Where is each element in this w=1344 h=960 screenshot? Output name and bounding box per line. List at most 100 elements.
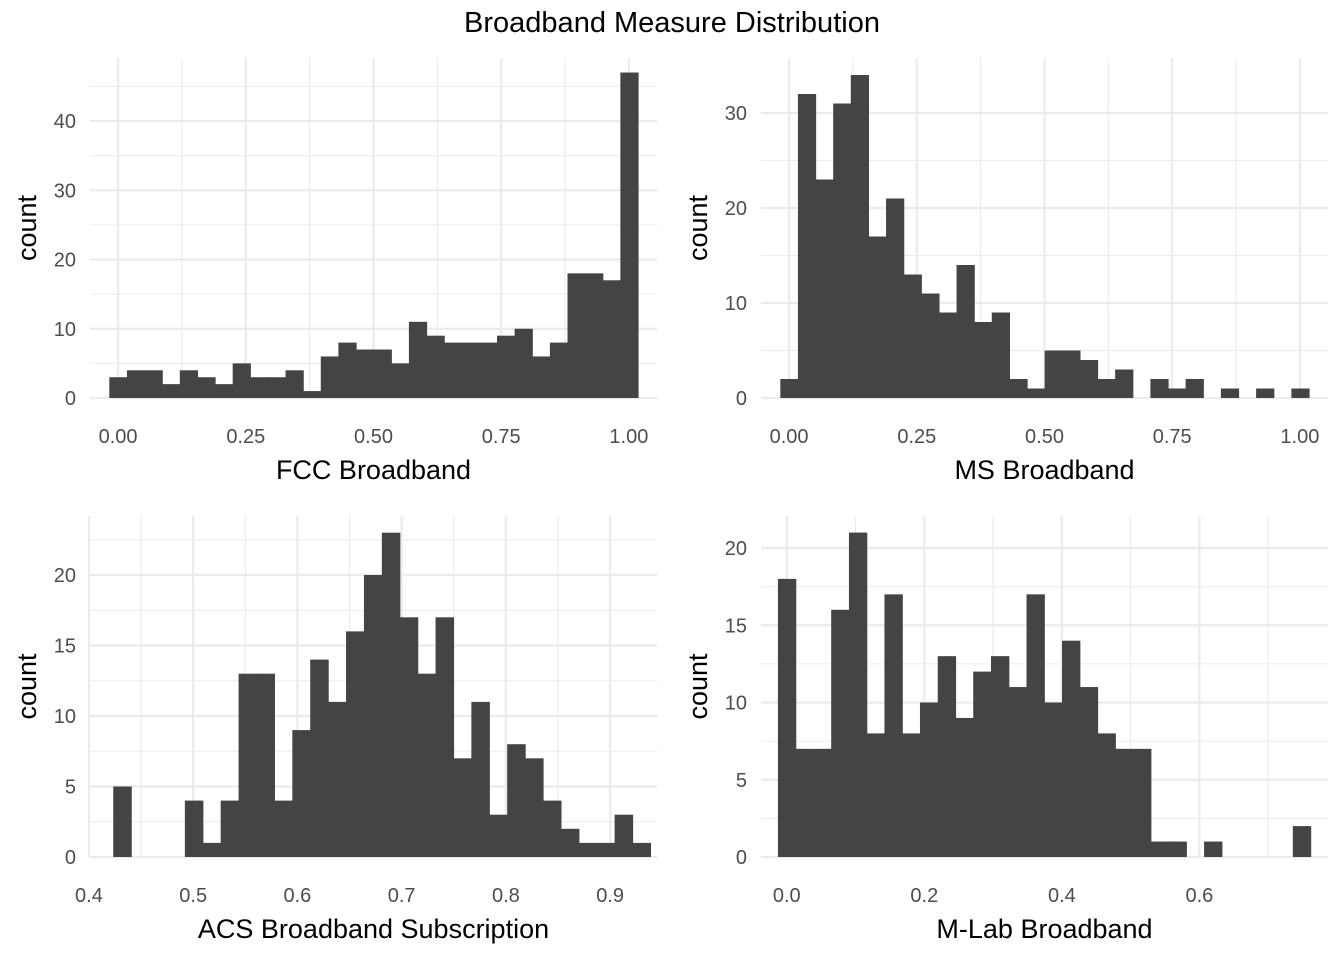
- y-axis-title: count: [683, 653, 713, 720]
- histogram-bar: [1185, 379, 1204, 398]
- y-axis-title: count: [12, 653, 42, 720]
- x-tick-label: 0.00: [99, 426, 138, 448]
- x-tick-label: 0.50: [354, 426, 393, 448]
- mlab-broadband-histogram: 0 5 10 15 20 0.0 0.2 0.4 0.6 M-Lab Broadband co…: [683, 516, 1328, 944]
- y-tick-label: 20: [725, 198, 747, 220]
- histogram-bar: [815, 179, 834, 398]
- histogram-bar: [489, 814, 508, 857]
- histogram-bar: [238, 673, 258, 857]
- fcc-broadband-histogram: 0 10 20 30 40 0.00 0.25 0.50 0.75 1.00 FCC Broad…: [12, 58, 657, 485]
- histogram-bar: [919, 702, 939, 857]
- histogram-bar: [831, 609, 850, 857]
- y-tick-label: 5: [65, 777, 76, 799]
- x-tick-labels: 0.0 0.2 0.4 0.6: [773, 885, 1213, 907]
- histogram-bar: [560, 828, 580, 857]
- histogram-bar: [902, 733, 921, 857]
- histogram-bar: [184, 800, 204, 857]
- histogram-bar: [1115, 748, 1134, 857]
- y-tick-label: 40: [54, 111, 76, 133]
- histogram-bar: [1150, 379, 1169, 398]
- histogram-bar: [514, 328, 533, 398]
- histogram-bar: [620, 72, 639, 399]
- histogram-bar: [991, 312, 1011, 398]
- histogram-bar: [886, 198, 905, 398]
- y-tick-label: 20: [725, 538, 747, 560]
- histogram-bar: [532, 356, 551, 398]
- histogram-bar: [328, 701, 347, 857]
- histogram-bar: [1204, 841, 1223, 857]
- histogram-bar: [292, 730, 311, 857]
- histogram-bar: [1256, 388, 1275, 398]
- histogram-bar: [285, 370, 304, 398]
- y-tick-labels: 0 10 20 30: [725, 103, 747, 410]
- histogram-bar: [813, 748, 832, 857]
- histogram-bar: [777, 578, 797, 857]
- bars: [109, 72, 639, 399]
- histogram-bar: [1115, 369, 1134, 398]
- histogram-bar: [868, 236, 887, 398]
- x-axis-title: M-Lab Broadband: [936, 914, 1152, 944]
- y-tick-label: 10: [725, 693, 747, 715]
- histogram-bar: [391, 363, 410, 398]
- histogram-bar: [113, 786, 132, 857]
- histogram-bar: [144, 370, 163, 398]
- histogram-bar: [1097, 379, 1116, 398]
- x-tick-label: 1.00: [1280, 426, 1319, 448]
- y-tick-label: 10: [54, 706, 76, 728]
- x-tick-label: 0.7: [388, 885, 416, 907]
- histogram-bar: [1009, 379, 1028, 398]
- histogram-bar: [1062, 640, 1081, 857]
- histogram-bar: [338, 342, 357, 398]
- histogram-bar: [850, 75, 870, 398]
- histogram-bar: [780, 379, 799, 398]
- histogram-bar: [833, 103, 852, 398]
- histogram-bar: [453, 758, 472, 857]
- histogram-bar: [346, 631, 365, 857]
- x-tick-label: 0.9: [596, 885, 624, 907]
- y-tick-labels: 0 10 20 30 40: [54, 111, 76, 410]
- y-axis-title: count: [12, 194, 42, 261]
- histogram-bar: [408, 321, 428, 398]
- histogram-bar: [1168, 841, 1187, 857]
- histogram-bar: [866, 733, 886, 857]
- histogram-bar: [1292, 826, 1312, 857]
- histogram-bar: [179, 370, 199, 398]
- histogram-bar: [795, 748, 815, 857]
- y-tick-label: 15: [725, 615, 747, 637]
- histogram-bar: [220, 800, 240, 857]
- histogram-bar: [1168, 388, 1187, 398]
- histogram-bar: [232, 363, 251, 398]
- histogram-bar: [1220, 388, 1240, 398]
- histogram-bar: [921, 293, 940, 398]
- y-tick-label: 0: [65, 388, 76, 410]
- histogram-bar: [303, 391, 322, 398]
- y-tick-label: 20: [54, 565, 76, 587]
- y-tick-label: 20: [54, 250, 76, 272]
- histogram-bar: [596, 842, 616, 857]
- histogram-bar: [938, 312, 958, 398]
- histogram-bar: [955, 717, 974, 857]
- bars: [113, 532, 652, 857]
- x-tick-label: 0.4: [75, 885, 103, 907]
- histogram-bar: [602, 280, 621, 398]
- histogram-bar: [1133, 748, 1152, 857]
- x-tick-label: 0.0: [773, 885, 801, 907]
- histogram-bar: [1008, 687, 1028, 857]
- histogram-bar: [884, 594, 903, 857]
- histogram-bar: [937, 656, 957, 857]
- y-tick-label: 10: [54, 319, 76, 341]
- x-axis-title: FCC Broadband: [276, 455, 471, 485]
- histogram-bar: [109, 377, 128, 398]
- histogram-bar: [471, 701, 490, 857]
- histogram-bar: [399, 617, 419, 857]
- histogram-bar: [1097, 733, 1116, 857]
- x-axis-title: MS Broadband: [954, 455, 1134, 485]
- histogram-bar: [381, 532, 401, 857]
- x-tick-label: 0.75: [1153, 426, 1192, 448]
- histogram-bar: [1026, 594, 1045, 857]
- x-tick-label: 0.75: [482, 426, 521, 448]
- histogram-bar: [1044, 350, 1063, 398]
- histogram-bar: [1079, 687, 1099, 857]
- histogram-bar: [567, 273, 586, 398]
- histogram-bar: [363, 575, 383, 857]
